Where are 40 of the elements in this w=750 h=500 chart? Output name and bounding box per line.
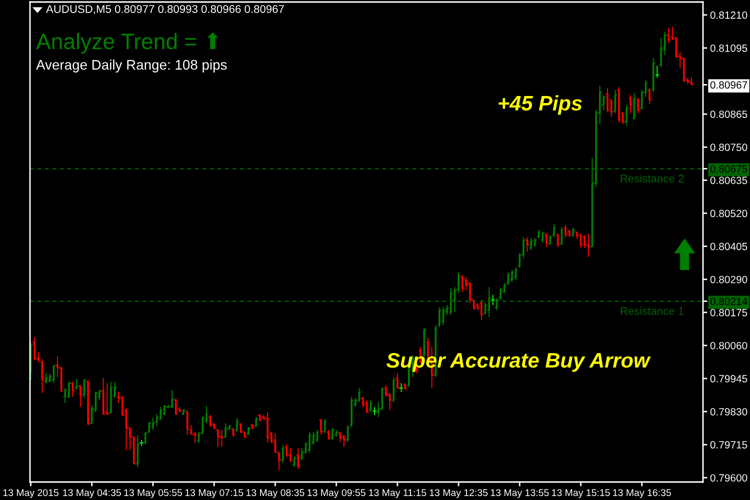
- candlestick: [140, 440, 144, 446]
- y-tick-label: 0.80060: [710, 342, 748, 350]
- x-tick-label: 13 May 08:35: [246, 489, 304, 498]
- y-tick-label: 0.80675: [710, 165, 748, 173]
- x-tick-label: 13 May 2015: [3, 489, 58, 498]
- y-tick-label: 0.80405: [710, 242, 748, 250]
- ref-line-label: Resistance 1: [620, 306, 684, 315]
- ref-line-label: Resistance 2: [620, 174, 684, 182]
- y-tick-label: 0.80967: [710, 81, 748, 89]
- y-tick-label: 0.80520: [710, 210, 748, 218]
- x-tick-label: 13 May 13:55: [490, 489, 549, 498]
- x-tick-label: 13 May 16:35: [613, 489, 671, 498]
- y-tick-label: 0.79830: [710, 408, 748, 416]
- annotation: Average Daily Range: 108 pips: [36, 60, 227, 72]
- x-tick-label: 13 May 12:35: [430, 489, 488, 498]
- candlestick: [372, 406, 376, 416]
- y-tick-label: 0.80175: [710, 308, 748, 316]
- y-tick-label: 0.80865: [710, 110, 748, 118]
- y-tick-label: 0.81095: [710, 44, 748, 52]
- y-tick-label: 0.79715: [710, 441, 748, 449]
- candlestick: [399, 383, 404, 392]
- candlestick: [655, 66, 660, 78]
- y-tick-label: 0.81210: [710, 11, 748, 19]
- x-tick-label: 13 May 04:35: [63, 489, 121, 498]
- annotation: Analyze Trend = ⬆: [36, 32, 218, 54]
- candlestick: [586, 234, 590, 257]
- annotation: +45 Pips: [498, 95, 582, 115]
- y-tick-label: 0.80290: [710, 276, 748, 284]
- y-tick-label: 0.79600: [710, 474, 748, 482]
- candlestick: [491, 294, 495, 305]
- x-tick-label: 13 May 11:15: [369, 489, 426, 498]
- x-tick-label: 13 May 15:15: [552, 489, 610, 498]
- x-tick-label: 13 May 07:15: [185, 489, 244, 498]
- y-tick-label: 0.79945: [710, 375, 748, 382]
- y-tick-label: 0.80214: [710, 298, 748, 306]
- y-tick-label: 0.80635: [710, 176, 748, 184]
- chart-title: AUDUSD,M5 0.80977 0.80993 0.80966 0.80967: [46, 5, 284, 14]
- x-tick-label: 13 May 09:55: [308, 489, 366, 498]
- x-tick-label: 13 May 05:55: [124, 489, 182, 498]
- y-tick-label: 0.80750: [710, 144, 748, 152]
